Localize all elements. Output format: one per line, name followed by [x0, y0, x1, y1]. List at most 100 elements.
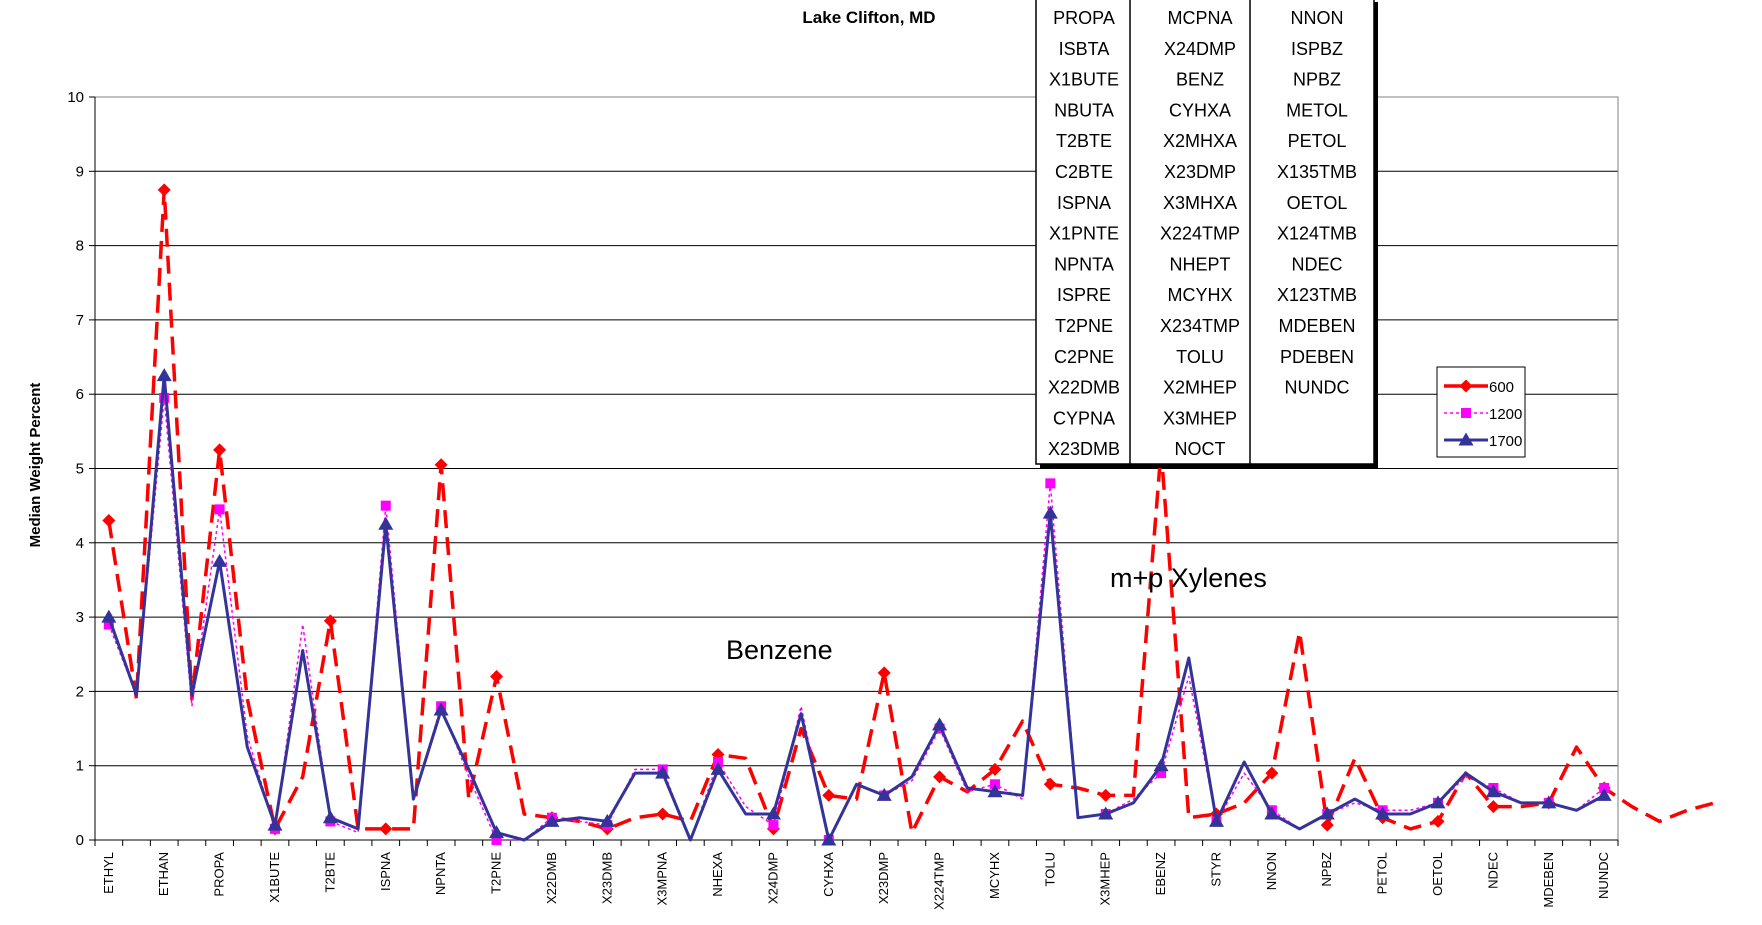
x-tick-label: NDEC — [1485, 852, 1500, 889]
x-tick-label: PETOL — [1375, 852, 1390, 894]
point-marker — [433, 702, 449, 716]
point-marker — [768, 820, 779, 831]
point-marker — [1045, 478, 1056, 489]
series-1700 — [101, 368, 1612, 846]
y-tick-label: 2 — [76, 683, 84, 700]
series-line-1700 — [107, 374, 1605, 842]
point-marker — [655, 765, 671, 779]
table-cell: X24DMP — [1164, 39, 1236, 59]
point-marker — [323, 614, 337, 628]
point-marker — [434, 458, 448, 472]
series-layer — [101, 183, 1716, 846]
x-tick-label: CYHXA — [821, 852, 836, 897]
annotation-m-p-xylenes: m+p Xylenes — [1110, 563, 1267, 593]
point-marker — [1042, 505, 1058, 519]
x-tick-label: X1BUTE — [267, 852, 282, 903]
x-tick-label: STYR — [1208, 852, 1223, 887]
legend-label: 1200 — [1489, 406, 1522, 423]
y-tick-label: 0 — [76, 832, 84, 849]
x-tick-label: NPNTA — [433, 852, 448, 895]
point-marker — [1375, 806, 1391, 820]
point-marker — [876, 787, 892, 801]
point-marker — [1208, 813, 1224, 827]
point-marker — [1459, 379, 1473, 393]
table-cell: X224TMP — [1160, 224, 1240, 244]
point-marker — [156, 368, 172, 382]
x-tick-label: X24DMP — [765, 852, 780, 904]
table-cell: C2PNE — [1054, 347, 1114, 367]
point-marker — [214, 504, 225, 515]
point-marker — [379, 822, 393, 836]
chart-title: Lake Clifton, MD — [802, 8, 935, 27]
point-marker — [491, 835, 502, 845]
x-tick-label: X23DMP — [876, 852, 891, 904]
table-cell: MCYHX — [1167, 285, 1232, 305]
point-marker — [490, 670, 504, 684]
point-marker — [1153, 758, 1169, 772]
table-box — [1035, 0, 1375, 465]
point-marker — [1431, 814, 1445, 828]
point-marker — [933, 770, 947, 784]
y-tick-label: 6 — [76, 386, 84, 403]
table-cell: NHEPT — [1169, 254, 1230, 274]
compound-reference-table: PROPA ISBTA X1BUTE NBUTA T2BTE C2BTE ISPNA X1PN… — [1035, 0, 1378, 468]
table-cell: T2BTE — [1056, 131, 1112, 151]
point-marker — [1264, 806, 1280, 820]
point-marker — [1156, 768, 1167, 779]
table-cell: PETOL — [1288, 131, 1347, 151]
x-axis-ticks: ETHYL ETHAN PROPA X1BUTE T2BTE ISPNA NPNTA T2PN… — [94, 840, 1619, 910]
point-marker — [822, 788, 836, 802]
point-marker — [599, 813, 615, 827]
table-cell: CYHXA — [1169, 100, 1231, 120]
point-marker — [159, 392, 170, 403]
table-cell: MDEBEN — [1278, 316, 1355, 336]
x-tick-label: X3MHEP — [1098, 852, 1113, 905]
table-cell: X2MHXA — [1163, 131, 1237, 151]
point-marker — [1461, 408, 1471, 418]
y-axis-label: Median Weight Percent — [27, 383, 44, 548]
x-tick-label: NHEXA — [710, 852, 725, 897]
point-marker — [380, 500, 391, 511]
table-cell: NOCT — [1175, 439, 1226, 459]
table-cell: X23DMB — [1048, 439, 1120, 459]
point-marker — [1430, 795, 1446, 809]
point-marker — [378, 516, 394, 530]
point-marker — [103, 619, 114, 630]
x-tick-label: OETOL — [1430, 852, 1445, 896]
table-cell: X23DMP — [1164, 162, 1236, 182]
table-cell: NBUTA — [1054, 100, 1114, 120]
x-tick-label: MDEBEN — [1541, 852, 1556, 908]
table-cell: X1BUTE — [1049, 70, 1119, 90]
x-tick-label: X3MPNA — [655, 852, 670, 906]
point-marker — [1043, 777, 1057, 791]
table-cell: X2MHEP — [1163, 378, 1237, 398]
point-marker — [710, 761, 726, 775]
annotation-benzene: Benzene — [726, 635, 833, 665]
table-cell: ISPRE — [1057, 285, 1111, 305]
table-cell: X3MHEP — [1163, 408, 1237, 428]
point-marker — [656, 807, 670, 821]
table-cell: NDEC — [1291, 254, 1342, 274]
x-tick-label: EBENZ — [1153, 852, 1168, 895]
table-cell: METOL — [1286, 100, 1348, 120]
y-tick-label: 1 — [76, 758, 84, 775]
table-cell: PROPA — [1053, 8, 1115, 28]
legend-box — [1436, 366, 1526, 458]
y-tick-label: 3 — [76, 609, 84, 626]
x-tick-label: T2BTE — [322, 852, 337, 893]
x-tick-label: X224TMP — [932, 852, 947, 910]
table-cell: PDEBEN — [1280, 347, 1354, 367]
legend: 600 1200 1700 — [1436, 366, 1526, 458]
y-axis-ticks: 0 1 2 3 4 5 6 7 8 9 10 — [67, 89, 95, 849]
x-tick-label: NNON — [1264, 852, 1279, 890]
y-tick-label: 8 — [76, 238, 84, 255]
point-marker — [765, 806, 781, 820]
point-marker — [267, 817, 283, 831]
point-marker — [1485, 784, 1501, 798]
point-marker — [1486, 800, 1500, 814]
series-600 — [102, 183, 1716, 836]
x-tick-label: ETHYL — [101, 852, 116, 894]
point-marker — [988, 762, 1002, 776]
y-tick-label: 9 — [76, 163, 84, 180]
